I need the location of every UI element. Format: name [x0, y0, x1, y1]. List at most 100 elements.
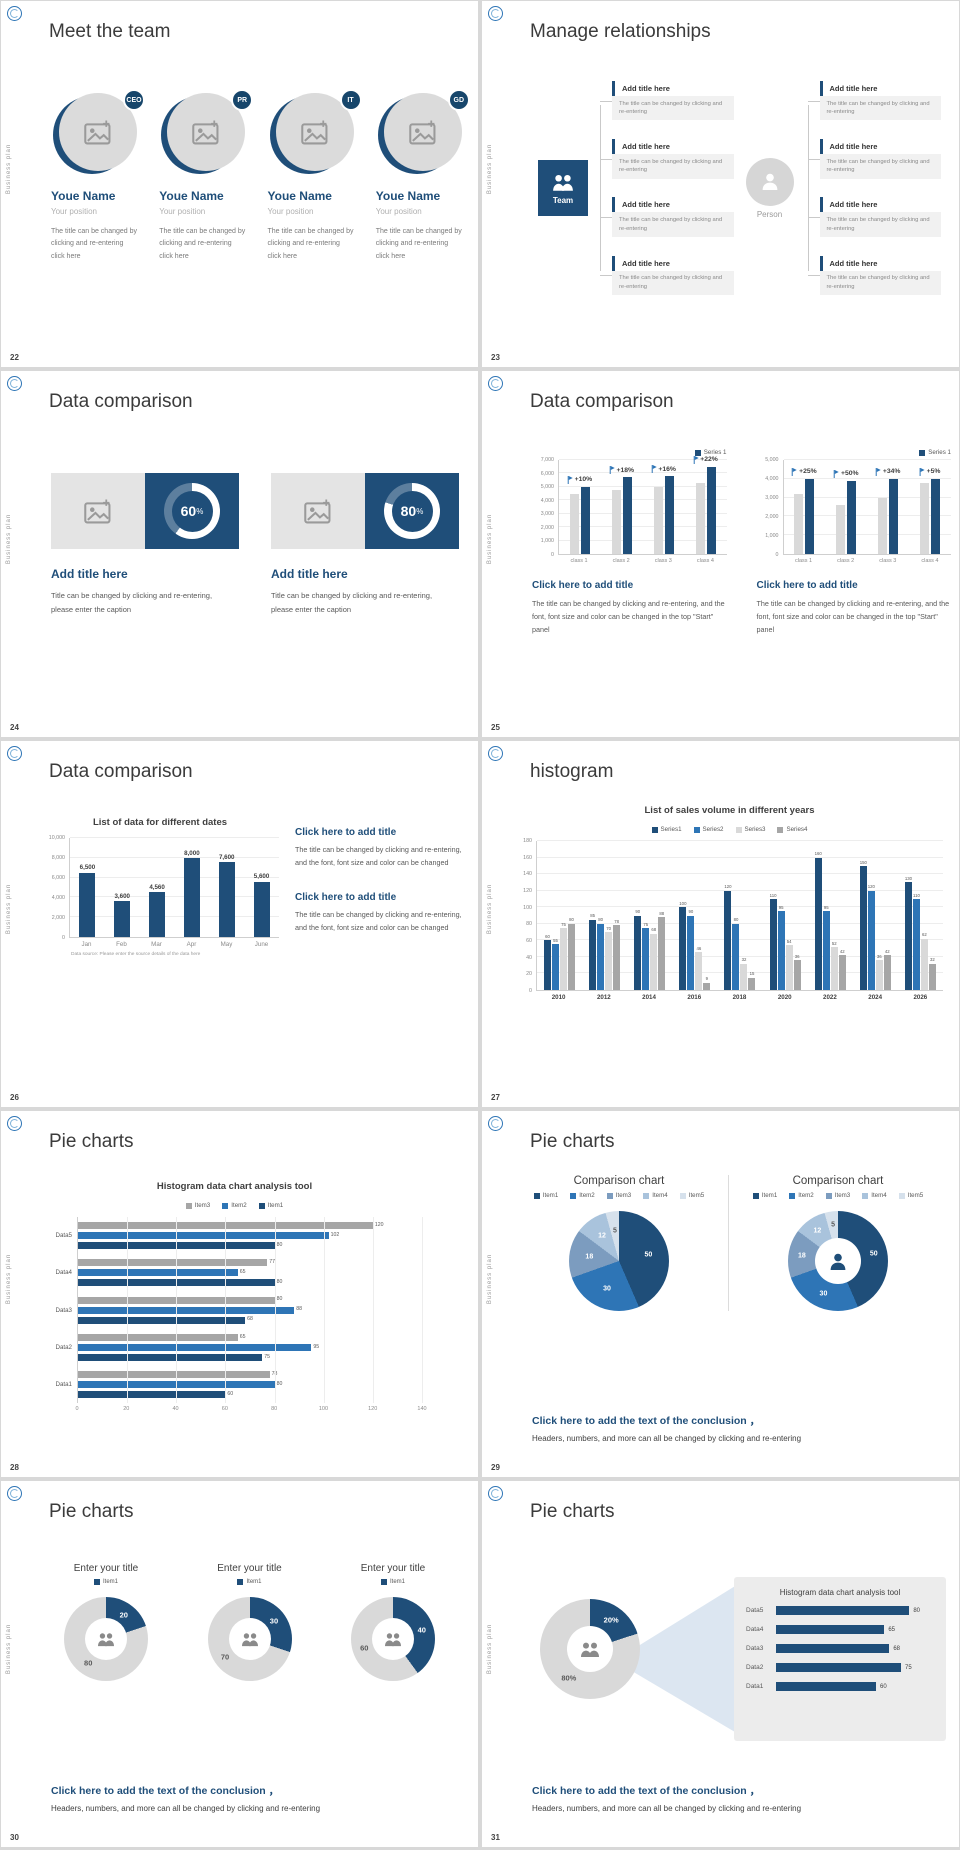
chart-title: Comparison chart [573, 1175, 665, 1187]
slide-31-thumbnail[interactable]: Business plan Pie charts 20% 80% Histogra… [482, 1481, 959, 1847]
gridline [537, 955, 943, 957]
page-title: Pie charts [49, 1131, 134, 1152]
legend-swatch [222, 1202, 229, 1209]
people-icon [385, 1633, 401, 1647]
bar [920, 938, 928, 990]
legend-swatch [777, 826, 784, 833]
bar [78, 1353, 263, 1361]
slide-25-thumbnail[interactable]: Business plan Data comparison Series 1 7,… [482, 371, 959, 737]
image-icon [192, 119, 219, 145]
slide-29-thumbnail[interactable]: Business plan Pie charts Comparison char… [482, 1111, 959, 1477]
chart-legend: Item3 Item2 Item1 [47, 1202, 422, 1209]
org-box: Add title here The title can be changed b… [807, 81, 941, 121]
bar [569, 493, 579, 554]
role-badge: GD [447, 89, 470, 111]
conclusion-body: Headers, numbers, and more can all be ch… [532, 1804, 802, 1813]
panel-bar-row: Data5 80 [746, 1606, 934, 1615]
bar-value-label: 68 [893, 1645, 901, 1652]
bar [794, 493, 804, 554]
bar-value-label: 42 [884, 948, 890, 954]
brand-emblem-icon [7, 1116, 22, 1131]
bar-value-label: 65 [239, 1269, 246, 1276]
bar-value-label: 8,000 [184, 849, 200, 857]
org-box-title: Add title here [612, 139, 734, 155]
donut-column: Enter your title Item1 30 70 [189, 1563, 311, 1681]
sidebar-vertical-label: Business plan [6, 1254, 12, 1305]
gridline [559, 499, 727, 501]
annotation-label: +50% [841, 470, 859, 478]
chart-column: Series 1 7,000 6,000 5,000 4,000 3,000 2,000 1,… [532, 449, 727, 637]
annotation: +16% [651, 465, 676, 474]
bar [78, 1390, 226, 1398]
bar-chart-panel: List of data for different dates 10,000 8… [41, 817, 279, 957]
text-block: Click here to add title The title can be… [295, 892, 463, 935]
gridline [537, 922, 943, 924]
org-group: Person Add title here The title can be cha… [745, 81, 954, 295]
gridline [70, 856, 279, 858]
sidebar-vertical-label: Business plan [487, 1254, 493, 1305]
avatar: CEO [59, 89, 145, 171]
bar [748, 977, 756, 990]
slide-24-thumbnail[interactable]: Business plan Data comparison 60% Add ti… [1, 371, 478, 737]
bar [78, 1269, 238, 1277]
card-visual: 80% [271, 473, 459, 549]
legend-label: Item2 [579, 1192, 595, 1199]
donut-value-label: 60 [360, 1643, 369, 1653]
org-box: Add title here The title can be changed b… [807, 197, 941, 237]
member-description: The title can be changed by clicking and… [375, 228, 462, 260]
page-number: 23 [491, 353, 500, 362]
funnel-connector [632, 1583, 740, 1735]
donut-chart: 30 70 [207, 1597, 292, 1681]
bar-value-label: 5,600 [253, 873, 270, 881]
x-tick-label: 2022 [823, 994, 837, 1001]
bar-value-label: 55 [553, 938, 558, 944]
slide-27-thumbnail[interactable]: Business plan histogram List of sales vo… [482, 741, 959, 1107]
slide-28-thumbnail[interactable]: Business plan Pie charts Histogram data … [1, 1111, 478, 1477]
brand-emblem-icon [488, 746, 503, 761]
org-box: Add title here The title can be changed b… [600, 197, 734, 237]
bar-chart: 10,000 8,000 6,000 4,000 2,000 0 6,500 3,600 4,5… [41, 835, 279, 948]
legend-swatch [679, 1192, 686, 1199]
gridline [559, 472, 727, 474]
legend-swatch [862, 1192, 869, 1199]
slide-23-thumbnail[interactable]: Business plan Manage relationships Team A… [482, 1, 959, 367]
bar-value-label: 42 [839, 948, 845, 954]
org-box-body: The title can be changed by clicking and… [819, 212, 941, 237]
page-title: Data comparison [49, 391, 193, 412]
x-tick-label: 2026 [913, 994, 928, 1001]
member-position: Your position [267, 207, 314, 216]
slide-22-thumbnail[interactable]: Business plan Meet the team CEO Youe Name… [1, 1, 478, 367]
card-title: Add title here [51, 567, 128, 581]
slice-value-label: 5 [612, 1227, 617, 1235]
legend-label: Item3 [194, 1202, 211, 1209]
legend-label: Item4 [871, 1192, 887, 1199]
card-caption: Title can be changed by clicking and re-… [51, 591, 213, 614]
slide-30-thumbnail[interactable]: Business plan Pie charts Enter your titl… [1, 1481, 478, 1847]
conclusion-title: Click here to add the text of the conclu… [532, 1785, 761, 1797]
bar-value-label: 85 [590, 913, 596, 919]
x-tick-label: class 2 [612, 558, 630, 564]
bar [78, 1306, 295, 1314]
slice-value-label: 5 [831, 1221, 835, 1229]
histogram-panel: List of sales volume in different years … [516, 805, 943, 1001]
legend-item: Item3 [606, 1192, 631, 1199]
grouped-bar-chart: Series 1 5,000 4,000 3,000 2,000 1,000 0 +25% +5… [757, 449, 951, 564]
x-tick-label: class 4 [921, 558, 939, 564]
legend-label: Series 1 [928, 449, 951, 456]
category-label: Data1 [746, 1683, 764, 1690]
slide-26-thumbnail[interactable]: Business plan Data comparison List of da… [1, 741, 478, 1107]
x-tick-label: 100 [318, 1406, 329, 1412]
donut-value: 60% [171, 490, 213, 532]
bar-value-label: 75 [561, 921, 566, 927]
bar-value-label: 15 [749, 971, 755, 977]
chart-legend: Item1 Item2 Item3 Item4 Item5 [533, 1192, 704, 1199]
x-tick-label: 2020 [777, 994, 792, 1001]
donut-value: 80% [391, 490, 433, 532]
donut-value-label: 70 [220, 1652, 230, 1662]
bar-group: 80 88 68 [78, 1291, 422, 1328]
bar [830, 946, 838, 990]
legend-label: Series4 [786, 826, 808, 833]
bar [847, 480, 857, 554]
page-title: Pie charts [530, 1131, 615, 1152]
chart-legend: Item1 Item2 Item3 Item4 Item5 [752, 1192, 923, 1199]
